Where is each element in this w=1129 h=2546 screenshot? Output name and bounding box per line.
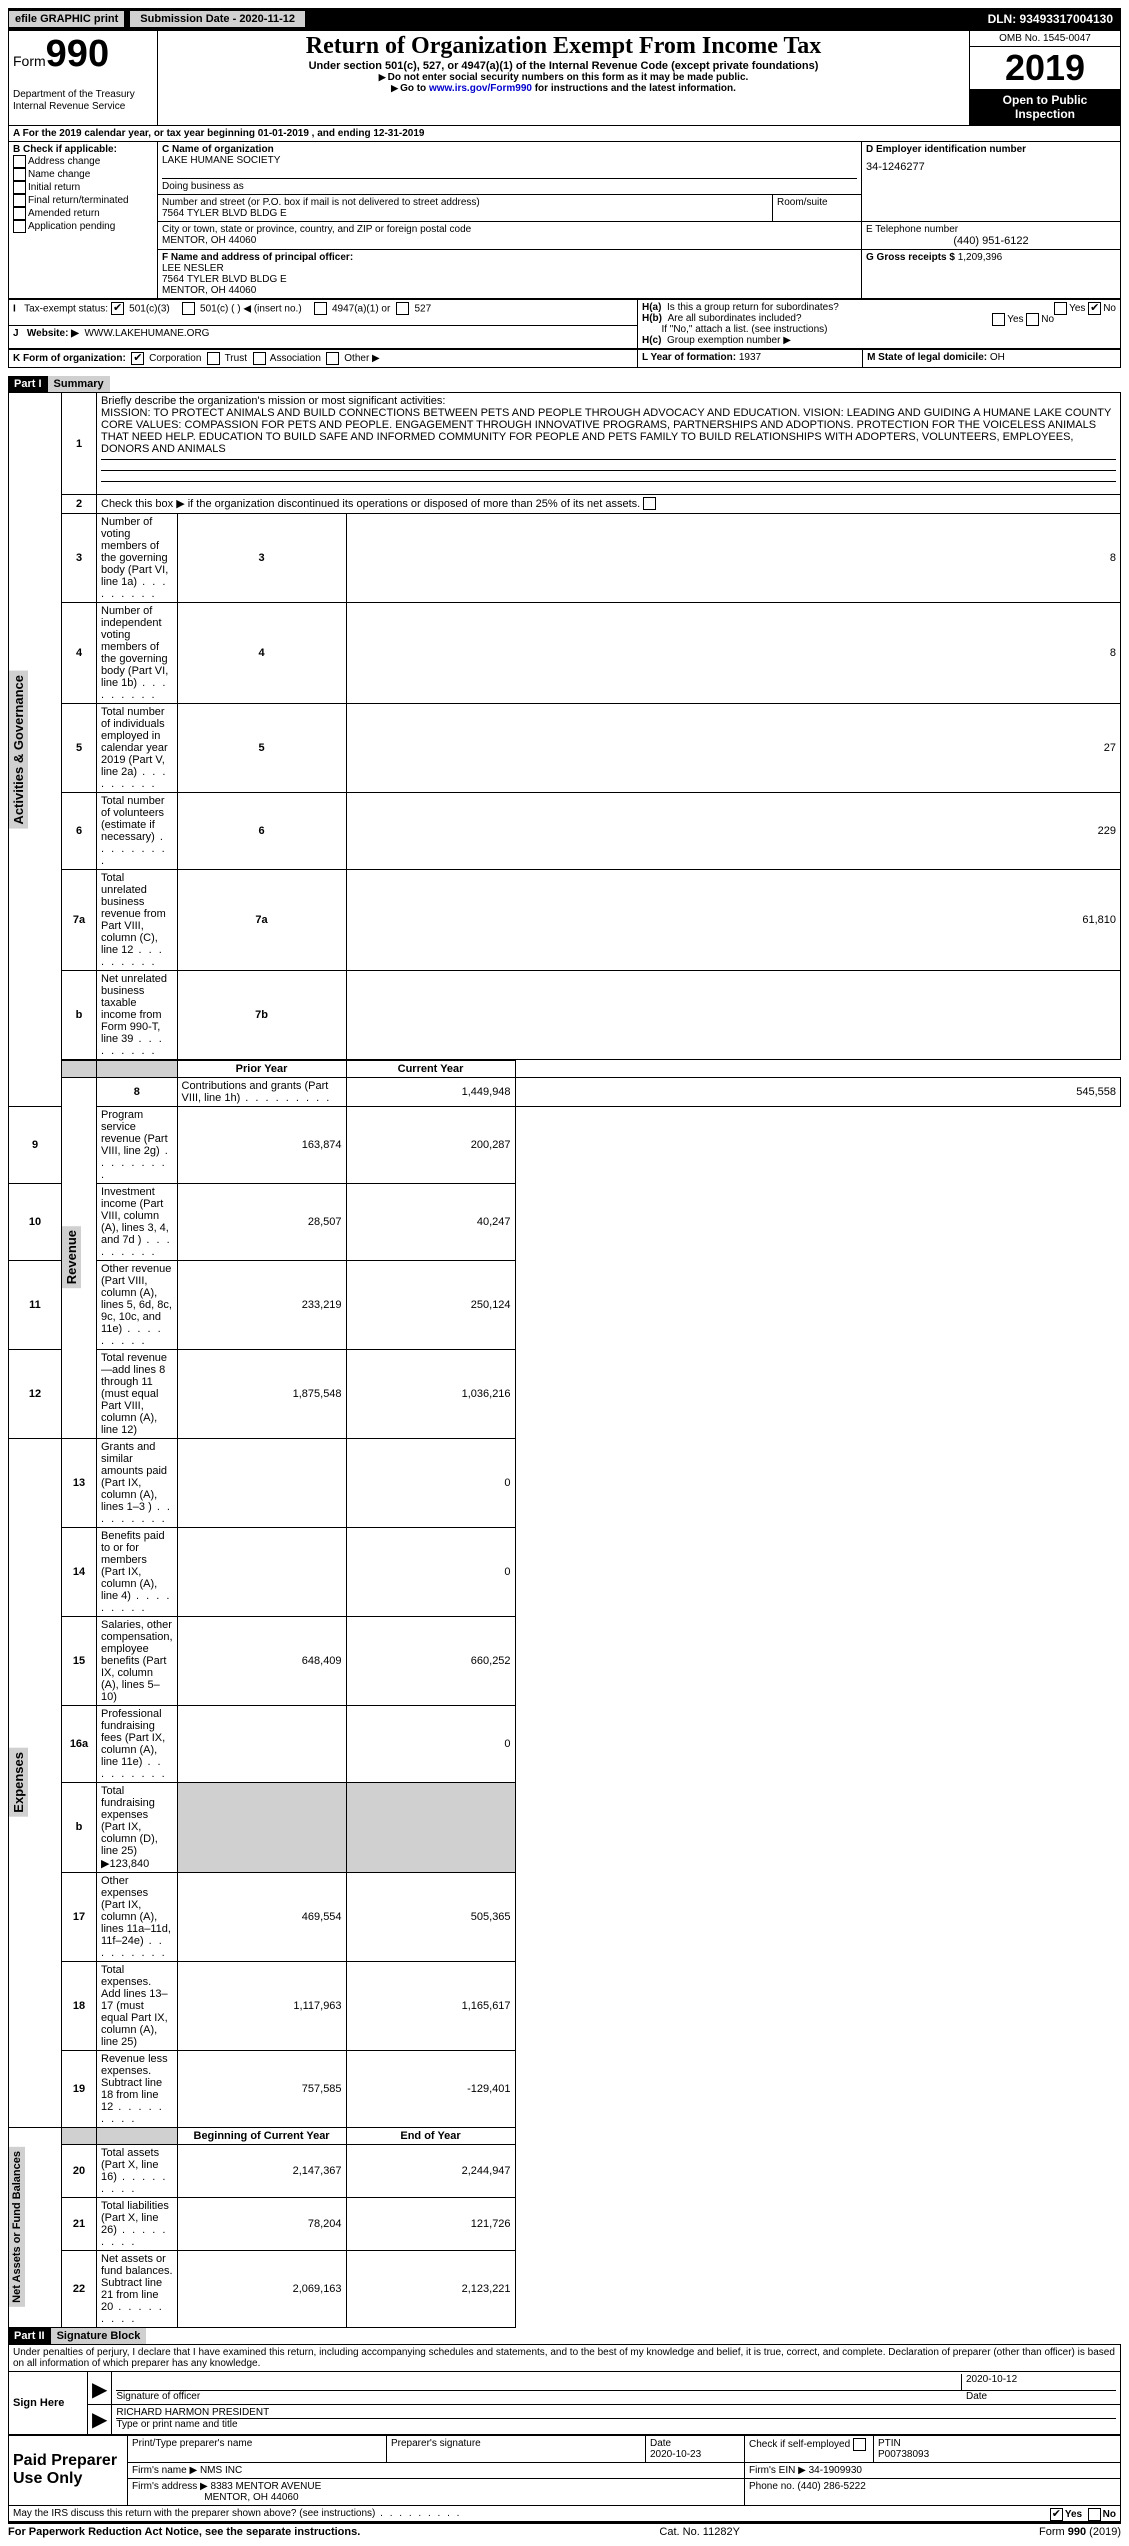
declaration: Under penalties of perjury, I declare th…: [8, 2344, 1121, 2371]
firm-ein: 34-1909930: [809, 2465, 862, 2476]
telephone: (440) 951-6122: [866, 235, 1116, 247]
footer: For Paperwork Reduction Act Notice, see …: [8, 2522, 1121, 2538]
ptin: P00738093: [878, 2449, 929, 2460]
officer-name: LEE NESLER: [162, 263, 857, 274]
chk-self-employed[interactable]: [853, 2438, 866, 2451]
chk-501c[interactable]: [182, 302, 195, 315]
side-ag: Activities & Governance: [9, 671, 28, 829]
chk-4947[interactable]: [314, 302, 327, 315]
paid-preparer: Paid Preparer Use Only: [9, 2435, 128, 2505]
ha-no[interactable]: [1088, 302, 1101, 315]
street-label: Number and street (or P.O. box if mail i…: [162, 197, 768, 208]
col-end: End of Year: [346, 2127, 515, 2144]
chk-501c3[interactable]: [111, 302, 124, 315]
form-title: Return of Organization Exempt From Incom…: [162, 33, 965, 60]
dept: Department of the Treasury: [13, 89, 135, 100]
tax-year: 2019: [970, 47, 1120, 89]
open-inspection: Open to Public Inspection: [970, 89, 1120, 125]
part1-table: Activities & Governance 1 Briefly descri…: [8, 392, 1121, 2328]
city-label: City or town, state or province, country…: [162, 224, 857, 235]
val-5: 27: [346, 703, 1120, 792]
chk-assoc[interactable]: [253, 352, 266, 365]
side-exp: Expenses: [9, 1748, 28, 1817]
sign-here: Sign Here: [9, 2371, 88, 2434]
city: MENTOR, OH 44060: [162, 235, 857, 246]
form-number: 990: [46, 33, 109, 75]
side-rev: Revenue: [62, 1226, 81, 1288]
chk-initial-return[interactable]: [13, 181, 26, 194]
ein: 34-1246277: [866, 155, 1116, 179]
ha-yes[interactable]: [1054, 302, 1067, 315]
chk-final-return[interactable]: [13, 194, 26, 207]
street: 7564 TYLER BLVD BLDG E: [162, 208, 768, 219]
officer-name-title: RICHARD HARMON PRESIDENT: [116, 2407, 1116, 2419]
header-table: Form990 Department of the Treasury Inter…: [8, 30, 1121, 126]
mission: MISSION: TO PROTECT ANIMALS AND BUILD CO…: [101, 407, 1111, 455]
chk-other[interactable]: [326, 352, 339, 365]
discuss-no[interactable]: [1088, 2508, 1101, 2521]
d-label: D Employer identification number: [866, 144, 1116, 155]
line-a: A For the 2019 calendar year, or tax yea…: [8, 126, 1121, 141]
irs: Internal Revenue Service: [13, 101, 125, 112]
org-name: LAKE HUMANE SOCIETY: [162, 155, 857, 166]
form-label: Form990: [13, 53, 109, 69]
preparer-block: Paid Preparer Use Only Print/Type prepar…: [8, 2435, 1121, 2506]
gross-receipts: 1,209,396: [958, 252, 1003, 263]
firm-addr1: 8383 MENTOR AVENUE: [211, 2481, 322, 2492]
hb-no[interactable]: [1026, 313, 1039, 326]
chk-name-change[interactable]: [13, 168, 26, 181]
domicile: OH: [990, 352, 1005, 363]
col-current: Current Year: [346, 1060, 515, 1078]
chk-trust[interactable]: [207, 352, 220, 365]
irs-link[interactable]: www.irs.gov/Form990: [429, 83, 532, 94]
h-block: I Tax-exempt status: 501(c)(3) 501(c) ( …: [8, 299, 1121, 349]
col-prior: Prior Year: [177, 1060, 346, 1078]
part2-header: Part IISignature Block: [8, 2328, 1121, 2344]
part1-header: Part ISummary: [8, 376, 1121, 392]
signature-block: Sign Here ▶ 2020-10-12 Signature of offi…: [8, 2371, 1121, 2435]
year-formation: 1937: [739, 352, 761, 363]
submission-date: Submission Date - 2020-11-12: [129, 10, 306, 28]
hb-yes[interactable]: [992, 313, 1005, 326]
side-na: Net Assets or Fund Balances: [9, 2147, 25, 2307]
val-4: 8: [346, 602, 1120, 703]
b-label: B Check if applicable:: [13, 144, 153, 155]
note1: Do not enter social security numbers on …: [388, 72, 749, 83]
officer-addr1: 7564 TYLER BLVD BLDG E: [162, 274, 857, 285]
val-7a: 61,810: [346, 869, 1120, 970]
dba-label: Doing business as: [162, 178, 857, 192]
c-name-label: C Name of organization: [162, 144, 857, 155]
discuss-yes[interactable]: [1050, 2508, 1063, 2521]
officer-addr2: MENTOR, OH 44060: [162, 285, 857, 296]
e-label: E Telephone number: [866, 224, 1116, 235]
form-subtitle: Under section 501(c), 527, or 4947(a)(1)…: [162, 60, 965, 72]
val-3: 8: [346, 513, 1120, 602]
top-bar: efile GRAPHIC print Submission Date - 20…: [8, 8, 1121, 30]
col-beg: Beginning of Current Year: [177, 2127, 346, 2144]
website: WWW.LAKEHUMANE.ORG: [84, 328, 209, 339]
chk-527[interactable]: [396, 302, 409, 315]
val-7b: [346, 970, 1120, 1060]
chk-address-change[interactable]: [13, 155, 26, 168]
chk-app-pending[interactable]: [13, 220, 26, 233]
dln: DLN: 93493317004130: [988, 12, 1121, 26]
firm-name: NMS INC: [200, 2465, 242, 2476]
entity-block: B Check if applicable: Address change Na…: [8, 141, 1121, 299]
omb: OMB No. 1545-0047: [970, 31, 1120, 47]
firm-phone: (440) 286-5222: [797, 2481, 865, 2492]
room-label: Room/suite: [773, 195, 862, 221]
klm-block: K Form of organization: Corporation Trus…: [8, 349, 1121, 368]
chk-amended[interactable]: [13, 207, 26, 220]
f-label: F Name and address of principal officer:: [162, 252, 857, 263]
val-6: 229: [346, 792, 1120, 869]
efile-print-button[interactable]: efile GRAPHIC print: [8, 10, 125, 28]
chk-corp[interactable]: [131, 352, 144, 365]
chk-discontinued[interactable]: [643, 497, 656, 510]
